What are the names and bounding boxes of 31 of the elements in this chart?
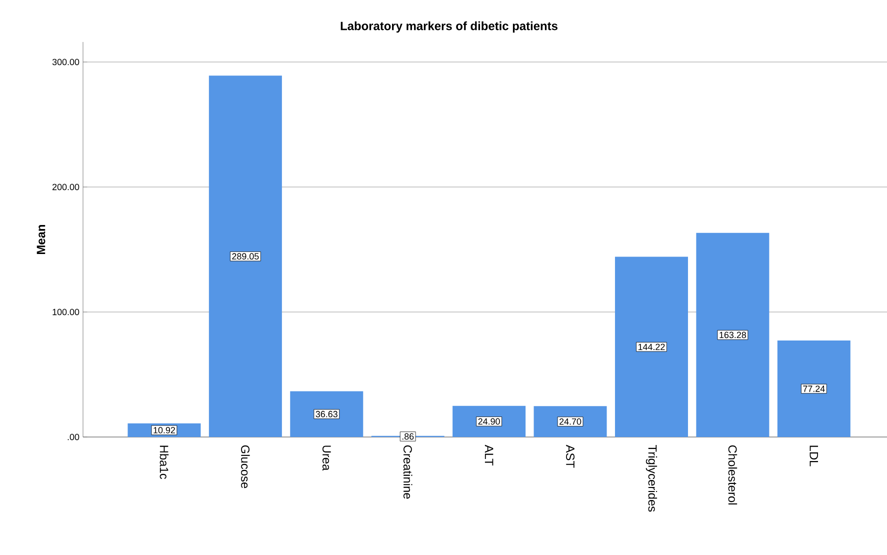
x-tick-label: AST xyxy=(566,444,574,468)
data-label: .86 xyxy=(402,433,414,440)
data-label: 163.28 xyxy=(720,332,746,338)
y-tick-label: 100.00 xyxy=(52,308,80,316)
x-tick-label: Triglycerides xyxy=(646,445,658,512)
data-label: 24.90 xyxy=(478,418,500,425)
bar xyxy=(614,256,688,437)
x-tick-label: Creatinine xyxy=(403,445,412,499)
data-label: 144.22 xyxy=(638,344,665,350)
data-label: 10.92 xyxy=(154,426,175,434)
bar xyxy=(696,232,770,437)
bar xyxy=(208,76,282,437)
y-tick-label: 200.00 xyxy=(52,184,80,190)
x-tick-label: Urea xyxy=(322,446,331,471)
x-tick-label: Cholesterol xyxy=(728,445,738,504)
y-axis-title: Mean xyxy=(36,224,46,254)
data-label: 36.63 xyxy=(316,410,338,418)
x-tick-label: Glucose xyxy=(241,445,250,488)
y-tick-label: 300.00 xyxy=(52,58,80,66)
data-label: 289.05 xyxy=(232,253,259,260)
data-label: 24.70 xyxy=(560,418,582,425)
bar xyxy=(290,391,364,437)
x-tick-label: ALT xyxy=(484,444,494,466)
bar xyxy=(452,406,526,437)
x-tick-label: Hba1c xyxy=(160,446,169,479)
bar xyxy=(534,406,607,437)
y-tick-label: .00 xyxy=(68,434,80,440)
x-tick-label: LDL xyxy=(810,446,818,466)
chart-title: Laboratory markers of dibetic patients xyxy=(340,21,558,33)
data-label: 77.24 xyxy=(803,386,825,392)
bar xyxy=(777,340,850,437)
